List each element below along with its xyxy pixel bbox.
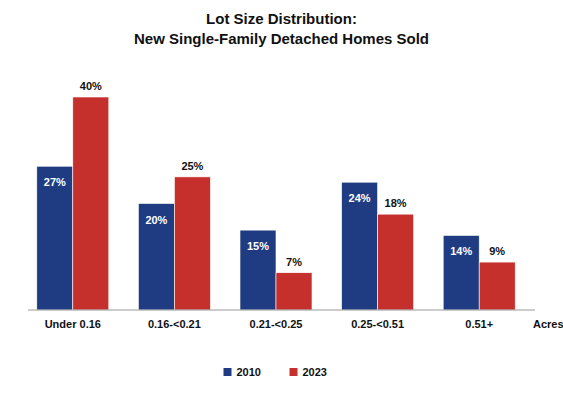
x-tick-label: 0.25-<0.51 (351, 318, 404, 330)
x-tick-label: Under 0.16 (45, 318, 101, 330)
data-label: 24% (349, 192, 371, 204)
baseline (28, 310, 535, 311)
bar (443, 235, 479, 310)
bar (73, 97, 109, 310)
data-label: 18% (385, 197, 407, 209)
data-label: 9% (489, 245, 505, 257)
bars (37, 97, 515, 310)
legend-label: 2010 (237, 366, 261, 378)
chart: Lot Size Distribution: New Single-Family … (0, 0, 563, 393)
legend-swatch (290, 368, 298, 376)
data-label: 14% (450, 245, 472, 257)
bar (174, 177, 210, 310)
data-label: 25% (181, 160, 203, 172)
bar (240, 230, 276, 310)
bar (276, 273, 312, 310)
legend: 2010 2023 (224, 366, 327, 378)
x-tick-label: 0.16-<0.21 (148, 318, 201, 330)
x-tick-label: 0.51+ (465, 318, 493, 330)
bar (138, 204, 174, 311)
data-label: 7% (286, 256, 302, 268)
data-labels: 27% 20% 15% 24% 14% 40% 25% 7% 18% 9% (44, 80, 506, 268)
legend-label: 2023 (303, 366, 327, 378)
title: Lot Size Distribution: (206, 10, 357, 27)
subtitle: New Single-Family Detached Homes Sold (134, 30, 429, 47)
legend-swatch (224, 368, 232, 376)
x-tick-label: 0.21-<0.25 (250, 318, 303, 330)
data-label: 40% (80, 80, 102, 92)
data-label: 15% (247, 240, 269, 252)
x-axis-label: Acres (533, 318, 563, 330)
bar (479, 262, 515, 310)
data-label: 27% (44, 176, 66, 188)
bar (342, 182, 378, 310)
bar (378, 214, 414, 310)
bar (37, 166, 73, 310)
data-label: 20% (145, 214, 167, 226)
